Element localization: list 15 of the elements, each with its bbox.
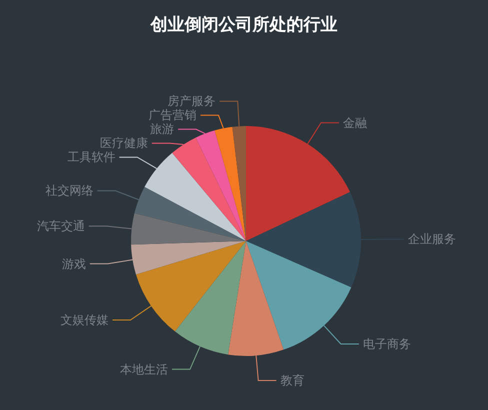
slice-label: 教育 bbox=[280, 373, 304, 388]
slice-label: 广告营销 bbox=[148, 108, 196, 122]
slice-label: 旅游 bbox=[150, 122, 174, 136]
slice-label: 社交网络 bbox=[45, 184, 94, 198]
slice-label: 金融 bbox=[343, 116, 368, 130]
chart-title: 创业倒闭公司所处的行业 bbox=[150, 15, 338, 35]
slice-label: 医疗健康 bbox=[100, 136, 148, 150]
slice-label: 游戏 bbox=[62, 256, 86, 271]
slice-label: 文娱传媒 bbox=[60, 313, 108, 328]
slice-label: 电子商务 bbox=[362, 336, 411, 351]
slice-label: 汽车交通 bbox=[36, 219, 85, 234]
slice-label: 企业服务 bbox=[408, 232, 456, 246]
slice-label: 本地生活 bbox=[120, 362, 168, 376]
slice-label: 房产服务 bbox=[168, 94, 216, 108]
slice-label: 工具软件 bbox=[67, 150, 116, 164]
